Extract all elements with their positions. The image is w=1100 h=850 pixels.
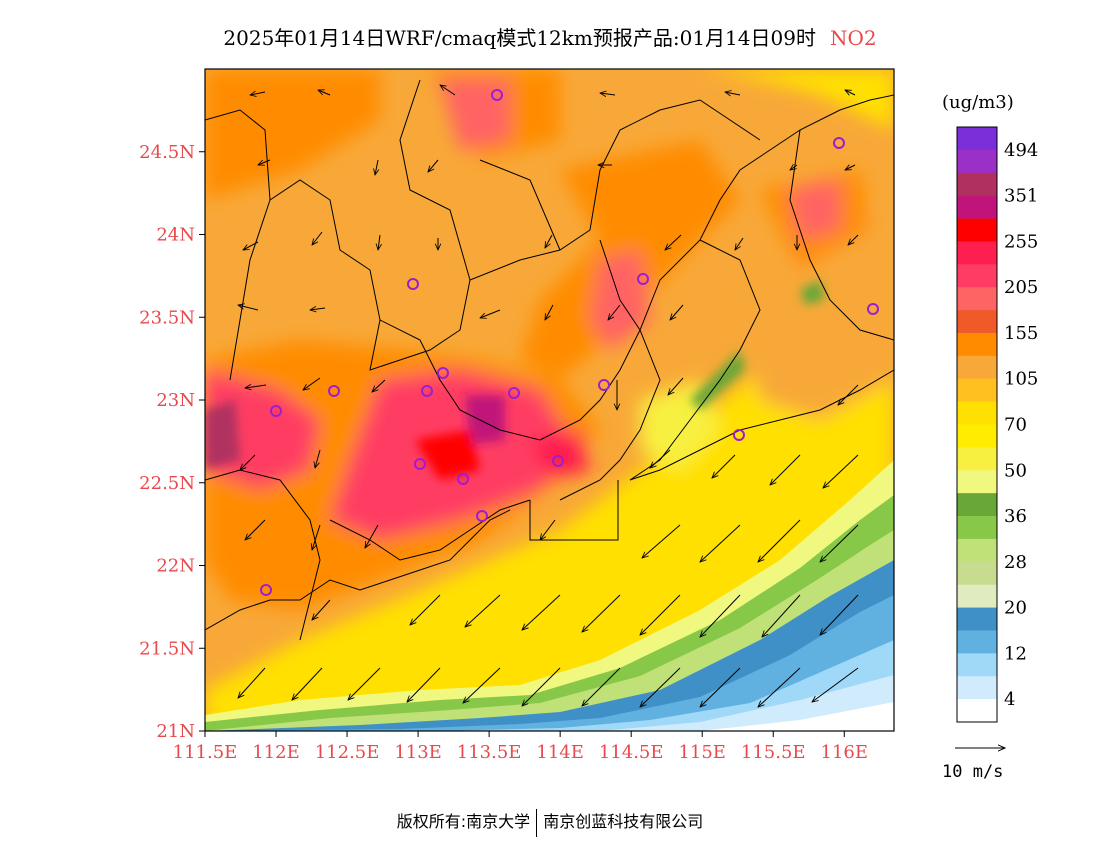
legend-label: 20 [1004, 598, 1027, 619]
legend-label: 494 [1004, 140, 1038, 161]
color-legend: (ug/m3) 494 351 255 205 155 105 70 50 36 28 20 12 4 [942, 92, 1038, 723]
legend-label: 155 [1004, 323, 1038, 344]
legend-swatch [957, 287, 997, 311]
legend-label: 12 [1004, 643, 1027, 664]
legend-swatch [957, 218, 997, 242]
longitude-axis: 111.5E 112E 112.5E 113E 113.5E 114E 114.5E 115E… [173, 731, 868, 763]
footer-divider [536, 808, 538, 837]
legend-label: 351 [1004, 186, 1038, 207]
map-title: 2025年01月14日WRF/cmaq模式12km预报产品:01月14日09时 N… [0, 22, 1100, 51]
legend-swatch [957, 538, 997, 563]
legend-swatch [957, 447, 997, 471]
legend-swatch [957, 676, 997, 700]
legend-labels: 494 351 255 205 155 105 70 50 36 28 20 12 4 [1004, 140, 1038, 710]
legend-label: 50 [1004, 460, 1027, 481]
legend-frame [956, 126, 998, 723]
legend-swatch [957, 699, 997, 723]
legend-swatch [957, 195, 997, 219]
copyright-left: 版权所有:南京大学 [396, 812, 531, 831]
legend-label: 28 [1004, 552, 1027, 573]
legend-swatch [957, 493, 997, 517]
legend-swatch [957, 653, 997, 677]
title-text: 2025年01月14日WRF/cmaq模式12km预报产品:01月14日09时 [223, 26, 816, 50]
legend-label: 70 [1004, 415, 1027, 436]
legend-label: 205 [1004, 277, 1038, 298]
legend-swatch [957, 584, 997, 608]
legend-label: 255 [1004, 231, 1038, 252]
legend-swatch [957, 172, 997, 196]
lat-tick-label: 21.5N [139, 638, 195, 659]
legend-swatch [957, 264, 997, 288]
lon-tick-label: 115.5E [741, 742, 806, 763]
lat-tick-label: 23.5N [139, 307, 195, 328]
legend-swatch [957, 516, 997, 540]
legend-swatch [957, 561, 997, 585]
legend-swatch [957, 378, 997, 402]
legend-swatch [957, 470, 997, 494]
lon-tick-label: 115E [678, 742, 726, 763]
lon-tick-label: 111.5E [173, 742, 238, 763]
no2-concentration-field [205, 69, 894, 731]
legend-label: 105 [1004, 369, 1038, 390]
lon-tick-label: 113E [394, 742, 442, 763]
lat-tick-label: 22.5N [139, 473, 195, 494]
legend-swatch [957, 424, 997, 448]
species-label: NO2 [829, 26, 877, 50]
lon-tick-label: 112.5E [315, 742, 380, 763]
lat-tick-label: 24.5N [139, 142, 195, 163]
copyright-footer: 版权所有:南京大学 南京创蓝科技有限公司 [0, 808, 1100, 837]
legend-swatch [957, 355, 997, 380]
legend-swatch [957, 607, 997, 631]
legend-label: 36 [1004, 506, 1027, 527]
lat-tick-label: 24N [156, 225, 195, 246]
lon-tick-label: 113.5E [457, 742, 522, 763]
legend-swatches [956, 126, 998, 723]
lon-tick-label: 112E [252, 742, 300, 763]
lat-tick-label: 21N [156, 721, 195, 742]
legend-swatch [957, 127, 997, 151]
legend-swatch [957, 630, 997, 654]
lon-tick-label: 114E [536, 742, 584, 763]
lat-tick-label: 23N [156, 390, 195, 411]
legend-swatch [957, 401, 997, 425]
wind-scale-label: 10 m/s [942, 762, 1003, 782]
lat-tick-label: 22N [156, 556, 195, 577]
copyright-right: 南京创蓝科技有限公司 [543, 812, 704, 831]
legend-swatch [957, 241, 997, 265]
latitude-axis: 24.5N 24N 23.5N 23N 22.5N 22N 21.5N 21N [139, 142, 205, 742]
wind-scale: 10 m/s [942, 748, 1005, 782]
legend-swatch [957, 149, 997, 174]
legend-swatch [957, 332, 997, 357]
lon-tick-label: 114.5E [599, 742, 664, 763]
lon-tick-label: 116E [821, 742, 869, 763]
legend-label: 4 [1004, 689, 1015, 710]
legend-unit: (ug/m3) [942, 92, 1014, 113]
legend-swatch [957, 310, 997, 334]
